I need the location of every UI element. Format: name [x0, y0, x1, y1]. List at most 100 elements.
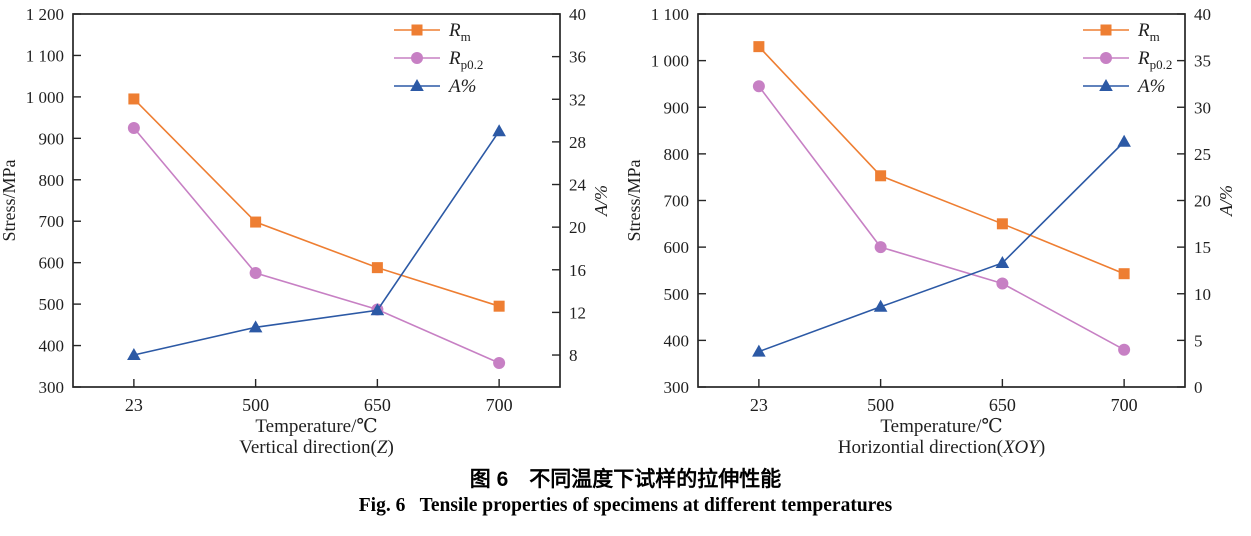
- svg-text:A/%: A/%: [1216, 185, 1236, 217]
- left-axis-tick-label: 900: [664, 98, 690, 117]
- series-line: [758, 46, 1125, 275]
- circle-marker: [874, 241, 887, 254]
- left-axis-tick-label: 400: [664, 331, 690, 350]
- right-axis-tick-label: 32: [569, 90, 586, 109]
- right-axis-tick-label: 20: [569, 218, 586, 237]
- legend-label: A%: [447, 76, 476, 97]
- left-axis-tick-label: 600: [664, 238, 690, 257]
- legend: Rm Rp0.2 A%: [394, 20, 483, 97]
- legend-label: Rm: [1137, 20, 1160, 44]
- triangle-marker: [873, 299, 888, 312]
- right-axis-tick-label: 36: [569, 48, 586, 67]
- triangle-marker: [1117, 134, 1131, 147]
- x-axis-tick-label: 23: [125, 395, 143, 415]
- x-axis-tick-label: 500: [867, 395, 894, 415]
- left-axis-tick-label: 600: [39, 254, 65, 273]
- left-axis-tick-label: 800: [664, 145, 690, 164]
- square-marker: [411, 24, 423, 36]
- right-axis-tick-label: 35: [1194, 52, 1211, 71]
- right-axis-tick-label: 8: [569, 346, 578, 365]
- right-axis-tick-label: 5: [1194, 331, 1203, 350]
- square-marker: [250, 216, 262, 228]
- axes: 300 400 500 600 700 800 900 1 000 1 100 1 200 8 12 1…: [26, 5, 587, 415]
- series-line: [758, 85, 1125, 351]
- series-line: [133, 127, 500, 364]
- square-marker: [875, 170, 887, 182]
- direction-label: Horizontial direction(XOY): [838, 437, 1045, 458]
- y-axis-label-right: A/%: [1216, 185, 1236, 217]
- triangle-marker: [248, 320, 263, 333]
- series-line: [758, 141, 1125, 353]
- legend-label: A%: [1136, 76, 1165, 97]
- left-axis-tick-label: 1 000: [26, 88, 64, 107]
- circle-marker: [493, 356, 506, 369]
- left-axis-tick-label: 400: [39, 337, 65, 356]
- y-axis-label-right: A/%: [591, 185, 611, 217]
- legend-label: Rp0.2: [448, 48, 483, 72]
- y-axis-label-left: Stress/MPa: [0, 159, 19, 241]
- left-axis-tick-label: 1 200: [26, 5, 64, 24]
- right-axis-tick-label: 16: [569, 261, 586, 280]
- circle-marker: [411, 52, 423, 64]
- caption-chinese: 图 6 不同温度下试样的拉伸性能: [469, 468, 782, 491]
- legend: Rm Rp0.2 A%: [1083, 20, 1172, 97]
- square-marker: [371, 262, 383, 274]
- square-marker: [128, 93, 140, 105]
- square-marker: [493, 300, 505, 312]
- right-axis-tick-label: 40: [1194, 5, 1211, 24]
- x-axis-label: Temperature/℃: [880, 416, 1002, 437]
- left-axis-tick-label: 800: [39, 171, 65, 190]
- x-axis-label: Temperature/℃: [255, 416, 377, 437]
- series-Rp0.2: [752, 80, 1131, 356]
- triangle-marker: [1099, 79, 1113, 91]
- svg-text:A/%: A/%: [591, 185, 611, 217]
- right-axis-tick-label: 0: [1194, 378, 1203, 397]
- svg-text:Stress/MPa: Stress/MPa: [0, 159, 19, 241]
- square-marker: [753, 41, 765, 53]
- triangle-marker: [995, 255, 1010, 268]
- right-axis-tick-label: 30: [1194, 98, 1211, 117]
- right-axis-tick-label: 12: [569, 303, 586, 322]
- right-axis-tick-label: 25: [1194, 145, 1211, 164]
- left-axis-tick-label: 700: [39, 212, 65, 231]
- right-axis-tick-label: 40: [569, 5, 586, 24]
- x-axis-tick-label: 700: [486, 395, 513, 415]
- series-line: [133, 98, 500, 307]
- left-axis-tick-label: 700: [664, 192, 690, 211]
- plot-frame: [72, 13, 561, 388]
- circle-marker: [752, 80, 765, 93]
- right-axis-tick-label: 24: [569, 176, 587, 195]
- right-axis-tick-label: 15: [1194, 238, 1211, 257]
- x-axis-tick-label: 500: [242, 395, 269, 415]
- triangle-marker: [752, 344, 766, 357]
- circle-marker: [249, 267, 262, 280]
- triangle-marker: [127, 348, 141, 361]
- series-Rm: [753, 41, 1130, 280]
- x-axis-tick-label: 23: [750, 395, 768, 415]
- triangle-marker: [370, 303, 385, 316]
- direction-label: Vertical direction(Z): [239, 437, 394, 458]
- left-axis-tick-label: 500: [39, 295, 65, 314]
- svg-text:Stress/MPa: Stress/MPa: [625, 159, 644, 241]
- circle-marker: [996, 277, 1009, 290]
- series-Rm: [128, 93, 505, 312]
- square-marker: [1100, 24, 1112, 36]
- circle-marker: [1100, 52, 1112, 64]
- right-axis-tick-label: 28: [569, 133, 586, 152]
- left-axis-tick-label: 300: [39, 378, 65, 397]
- triangle-marker: [492, 124, 506, 137]
- square-marker: [1118, 268, 1130, 280]
- legend-label: Rm: [448, 20, 471, 44]
- left-axis-tick-label: 500: [664, 285, 690, 304]
- triangle-marker: [410, 79, 424, 91]
- y-axis-label-left: Stress/MPa: [625, 159, 644, 241]
- x-axis-tick-label: 700: [1111, 395, 1138, 415]
- left-axis-tick-label: 1 000: [651, 52, 689, 71]
- charts-row: 300 400 500 600 700 800 900 1 000 1 100 1 200 8 12 1…: [0, 5, 1236, 458]
- right-axis-tick-label: 10: [1194, 285, 1211, 304]
- series-line: [133, 130, 500, 356]
- circle-marker: [127, 121, 140, 134]
